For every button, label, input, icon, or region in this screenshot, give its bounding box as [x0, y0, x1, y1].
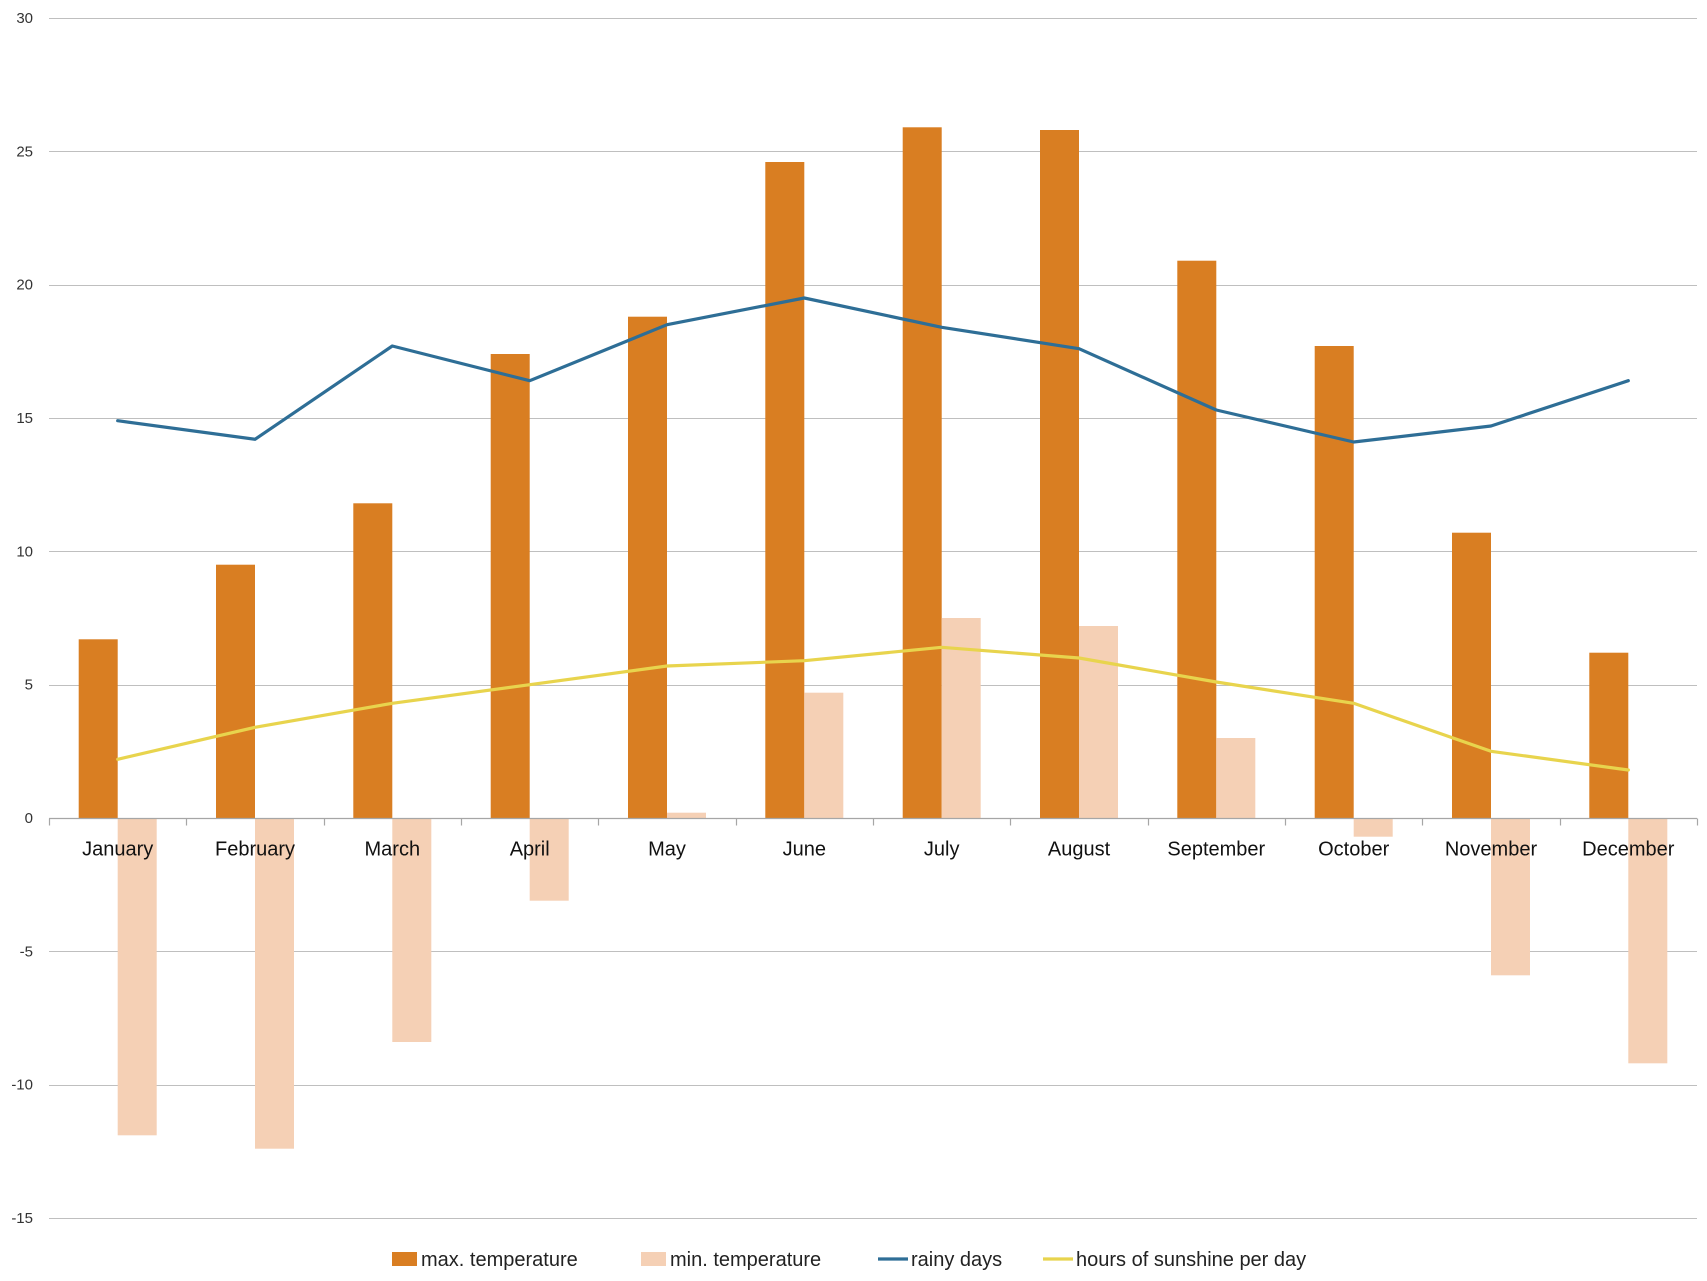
bars: [78, 127, 1668, 1149]
x-category-label: March: [365, 839, 421, 861]
y-tick-label: 0: [25, 810, 33, 827]
x-category-label: August: [1048, 839, 1111, 861]
min-temperature-bar: [1628, 818, 1668, 1064]
x-category-label: October: [1318, 839, 1389, 861]
max-temperature-bar: [1589, 652, 1629, 818]
legend-label: hours of sunshine per day: [1076, 1249, 1306, 1271]
legend: max. temperature min. temperature rainy da…: [392, 1249, 1306, 1271]
max-temperature-bar: [1040, 130, 1079, 818]
max-temperature-bar: [78, 639, 118, 818]
legend-item: rainy days: [878, 1249, 1002, 1271]
legend-label: min. temperature: [670, 1249, 821, 1271]
min-temperature-bar: [1216, 738, 1256, 818]
min-temperature-bar: [1353, 818, 1393, 837]
legend-item: hours of sunshine per day: [1043, 1249, 1306, 1271]
max-temperature-bar: [765, 162, 805, 818]
x-category-label: June: [783, 839, 826, 861]
x-axis: [48, 817, 1699, 826]
legend-label: rainy days: [911, 1249, 1002, 1271]
max-temperature-bar: [628, 316, 667, 818]
max-temperature-bar: [1452, 532, 1491, 818]
max-temperature-bar: [490, 354, 530, 818]
x-category-label: December: [1582, 839, 1675, 861]
min-temperature-bar: [255, 818, 294, 1149]
x-category-label: July: [924, 839, 960, 861]
y-tick-label: 30: [16, 10, 33, 27]
min-temperature-bar: [1079, 626, 1118, 818]
x-category-label: April: [510, 839, 550, 861]
y-tick-label: -5: [20, 943, 33, 960]
y-axis-tick-labels: 30 25 20 15 10 5 0 -5 -10 -15: [11, 10, 33, 1227]
legend-label: max. temperature: [421, 1249, 578, 1271]
gridlines: [49, 18, 1697, 1219]
x-category-label: May: [648, 839, 686, 861]
min-temperature-swatch: [641, 1252, 666, 1266]
max-temperature-swatch: [392, 1252, 417, 1266]
x-category-label: January: [82, 839, 153, 861]
min-temperature-bar: [392, 818, 432, 1042]
max-temperature-bar: [1177, 260, 1217, 818]
x-category-label: November: [1445, 839, 1538, 861]
max-temperature-bar: [1314, 346, 1354, 818]
max-temperature-bar: [216, 564, 255, 818]
max-temperature-bar: [353, 503, 393, 818]
y-tick-label: 15: [16, 410, 33, 427]
max-temperature-bar: [902, 127, 942, 819]
x-category-label: September: [1167, 839, 1265, 861]
legend-item: max. temperature: [392, 1249, 578, 1271]
rainy-days-line: [116, 296, 1630, 444]
series-lines: [116, 296, 1630, 772]
y-tick-label: -10: [11, 1077, 33, 1094]
legend-item: min. temperature: [641, 1249, 821, 1271]
y-tick-label: 20: [16, 277, 33, 294]
min-temperature-bar: [804, 692, 844, 818]
y-tick-label: 5: [25, 677, 33, 694]
min-temperature-bar: [1491, 818, 1530, 976]
x-axis-category-labels: January February March April May June July Augu…: [82, 839, 1675, 861]
y-tick-label: 10: [16, 543, 33, 560]
min-temperature-bar: [667, 812, 706, 818]
min-temperature-bar: [529, 818, 569, 901]
min-temperature-bar: [117, 818, 157, 1136]
sunshine-hours-line: [116, 645, 1630, 772]
x-category-label: February: [215, 839, 295, 861]
y-tick-label: 25: [16, 143, 33, 160]
y-tick-label: -15: [11, 1210, 33, 1227]
